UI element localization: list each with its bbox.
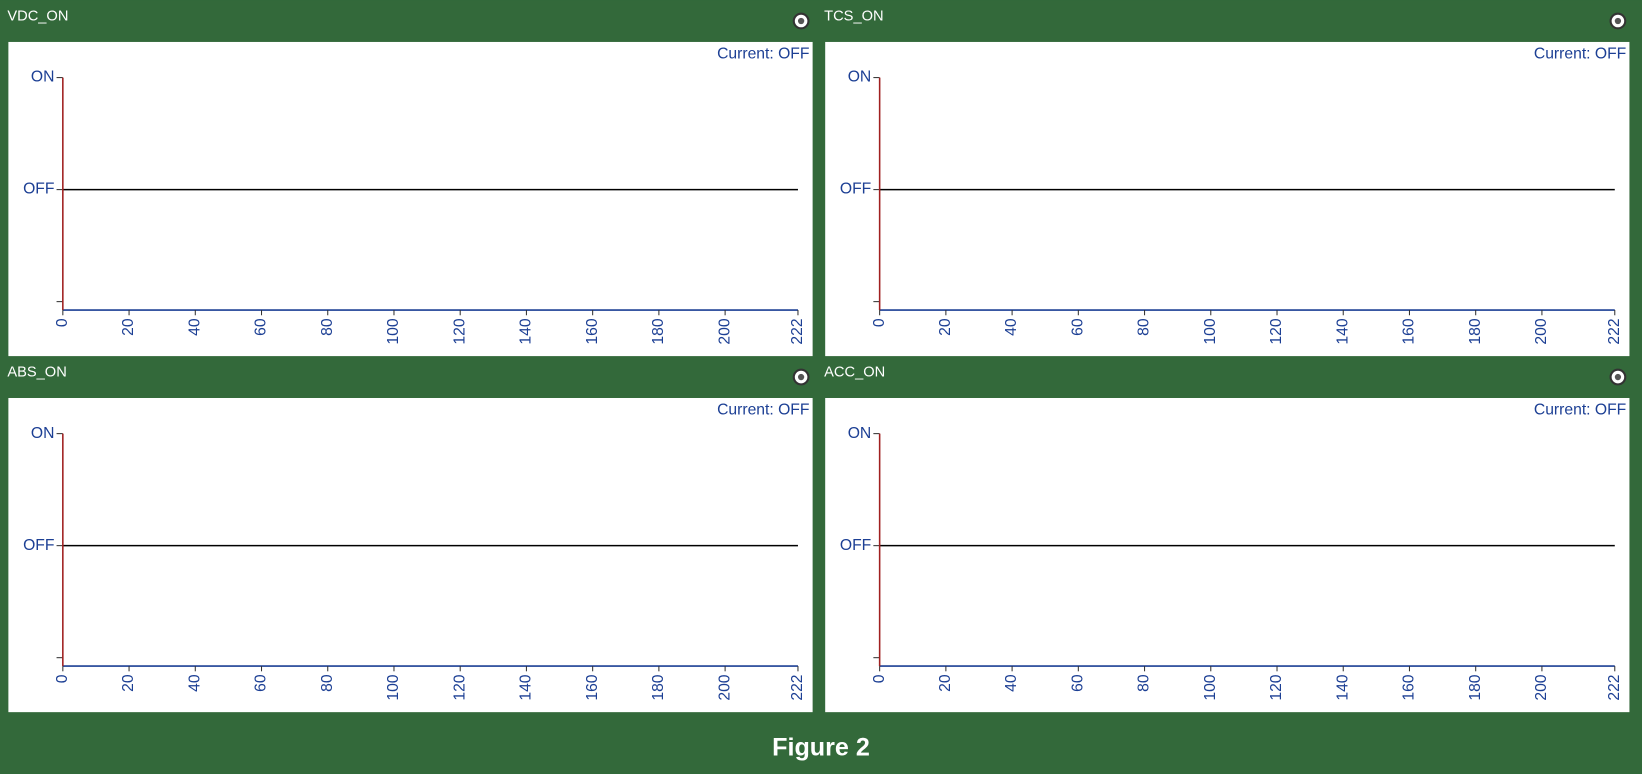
panel-button-dot	[1614, 17, 1622, 25]
x-tick-label: 180	[1467, 318, 1484, 344]
x-tick-label: 20	[120, 674, 137, 692]
x-tick-label: 140	[518, 318, 535, 344]
x-tick-label: 160	[1401, 318, 1418, 344]
x-tick-label: 200	[716, 318, 733, 344]
current-status: Current: OFF	[1534, 46, 1626, 63]
plot-panel	[8, 397, 813, 713]
current-status: Current: OFF	[1534, 402, 1626, 419]
x-tick-label: 222	[1606, 318, 1623, 344]
x-tick-label: 180	[650, 674, 667, 700]
x-tick-label: 0	[54, 318, 71, 327]
panel-button-dot	[797, 17, 805, 25]
x-tick-label: 140	[1334, 674, 1351, 700]
x-tick-label: 20	[120, 318, 137, 336]
x-tick-label: 80	[319, 674, 336, 692]
x-tick-label: 160	[584, 674, 601, 700]
y-tick-label: ON	[848, 69, 872, 86]
panel-button-dot	[1614, 373, 1622, 381]
x-tick-label: 40	[186, 674, 203, 692]
x-tick-label: 120	[1268, 674, 1285, 700]
x-tick-label: 80	[1136, 318, 1153, 336]
x-tick-label: 40	[1003, 318, 1020, 336]
panel-title: VDC_ON	[7, 9, 68, 25]
x-tick-label: 222	[789, 674, 806, 700]
x-tick-label: 100	[385, 674, 402, 700]
current-status: Current: OFF	[717, 402, 809, 419]
x-tick-label: 200	[1533, 674, 1550, 700]
x-tick-label: 160	[1401, 674, 1418, 700]
x-tick-label: 80	[319, 318, 336, 336]
y-tick-label: ON	[31, 69, 55, 86]
x-tick-label: 60	[253, 318, 270, 336]
x-tick-label: 40	[1003, 674, 1020, 692]
y-tick-label: OFF	[840, 537, 871, 554]
y-tick-label: OFF	[23, 537, 54, 554]
x-tick-label: 60	[1069, 674, 1086, 692]
y-tick-label: ON	[31, 425, 55, 442]
plot-panel	[825, 397, 1630, 713]
plot-panel	[8, 41, 813, 357]
panel-title: ABS_ON	[7, 365, 66, 381]
y-tick-label: OFF	[23, 181, 54, 198]
x-tick-label: 180	[1467, 674, 1484, 700]
x-tick-label: 120	[1268, 318, 1285, 344]
x-tick-label: 100	[1202, 318, 1219, 344]
y-tick-label: OFF	[840, 181, 871, 198]
x-tick-label: 160	[584, 318, 601, 344]
current-status: Current: OFF	[717, 46, 809, 63]
panel-title: TCS_ON	[824, 9, 883, 25]
x-tick-label: 20	[937, 674, 954, 692]
x-tick-label: 100	[385, 318, 402, 344]
x-tick-label: 80	[1136, 674, 1153, 692]
x-tick-label: 60	[1069, 318, 1086, 336]
x-tick-label: 200	[1533, 318, 1550, 344]
panel-button-dot	[797, 373, 805, 381]
figure-caption: Figure 2	[772, 733, 870, 761]
x-tick-label: 0	[54, 674, 71, 683]
x-tick-label: 40	[186, 318, 203, 336]
x-tick-label: 0	[871, 674, 888, 683]
x-tick-label: 100	[1202, 674, 1219, 700]
x-tick-label: 222	[1606, 674, 1623, 700]
x-tick-label: 140	[1334, 318, 1351, 344]
x-tick-label: 0	[871, 318, 888, 327]
x-tick-label: 120	[451, 674, 468, 700]
x-tick-label: 60	[253, 674, 270, 692]
x-tick-label: 120	[451, 318, 468, 344]
plot-panel	[825, 41, 1630, 357]
x-tick-label: 222	[789, 318, 806, 344]
x-tick-label: 20	[937, 318, 954, 336]
x-tick-label: 180	[650, 318, 667, 344]
y-tick-label: ON	[848, 425, 872, 442]
panel-title: ACC_ON	[824, 365, 885, 381]
x-tick-label: 140	[518, 674, 535, 700]
x-tick-label: 200	[716, 674, 733, 700]
